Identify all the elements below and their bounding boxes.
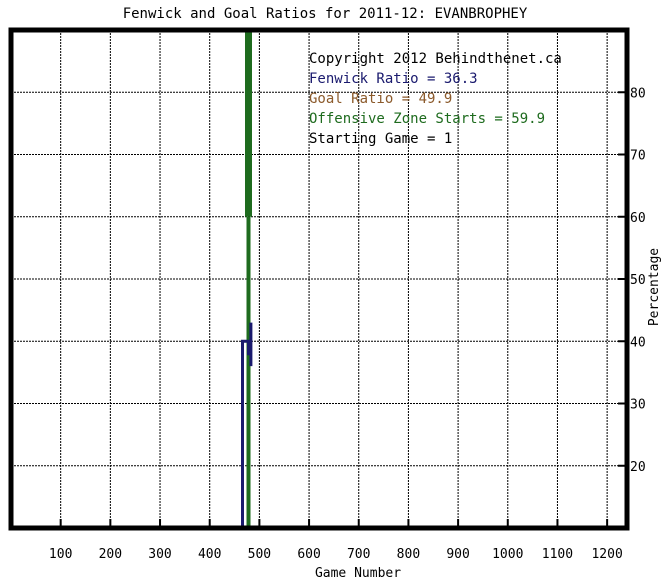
x-tick-labels: 100 200 300 400 500 600 700 800 900 1000 1100 1200: [49, 547, 623, 562]
x-tick-label: 1000: [492, 547, 523, 562]
chart-title: Fenwick and Goal Ratios for 2011-12: EVA…: [123, 6, 528, 22]
annotation-line-2: Fenwick Ratio = 36.3: [309, 71, 478, 87]
annotation-line-3: Goal Ratio = 49.9: [309, 91, 452, 107]
y-axis-label: Percentage: [647, 248, 662, 326]
y-tick-label: 70: [630, 149, 646, 164]
x-tick-label: 200: [99, 547, 122, 562]
x-tick-label: 1100: [542, 547, 573, 562]
annotation-line-4: Offensive Zone Starts = 59.9: [309, 111, 545, 127]
y-tick-label: 80: [630, 86, 646, 101]
x-tick-label: 1200: [591, 547, 622, 562]
x-tick-label: 100: [49, 547, 72, 562]
y-tick-label: 30: [630, 398, 646, 413]
x-tick-label: 700: [347, 547, 370, 562]
y-tick-label: 40: [630, 335, 646, 350]
grid-lines: [11, 30, 627, 528]
x-tick-label: 300: [148, 547, 171, 562]
y-tick-label: 60: [630, 211, 646, 226]
x-tick-label: 900: [446, 547, 469, 562]
plot-frame: [8, 27, 630, 531]
y-tick-label: 20: [630, 460, 646, 475]
x-tick-label: 500: [248, 547, 271, 562]
data-series: [241, 30, 253, 528]
annotation-line-5: Starting Game = 1: [309, 131, 452, 147]
x-tick-label: 800: [397, 547, 420, 562]
annotation-line-1: Copyright 2012 Behindthenet.ca: [309, 51, 562, 67]
annotation-block: Copyright 2012 Behindthenet.ca Fenwick Ra…: [309, 51, 562, 147]
x-tick-label: 600: [297, 547, 320, 562]
x-tick-label: 400: [198, 547, 221, 562]
y-tick-labels: 20 30 40 50 60 70 80: [630, 86, 646, 475]
x-axis-label: Game Number: [315, 566, 401, 580]
y-tick-label: 50: [630, 273, 646, 288]
series-line-3: [241, 322, 253, 528]
